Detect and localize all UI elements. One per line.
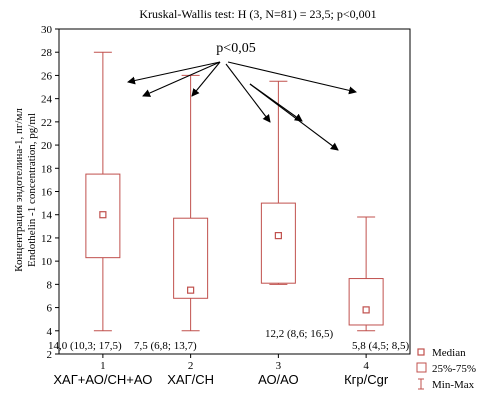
y-tick-label: 2 (47, 349, 53, 361)
category-number: 3 (276, 360, 282, 372)
box-annotation: 14,0 (10,3; 17,5) (48, 340, 122, 352)
chart-title: Kruskal-Wallis test: H (3, N=81) = 23,5;… (139, 7, 376, 21)
box-iqr (260, 202, 296, 284)
y-tick-label: 14 (41, 210, 53, 222)
y-tick-label: 12 (41, 233, 52, 245)
category-name: Кгр/Cgr (344, 372, 389, 387)
significance-arrow (249, 83, 339, 151)
significance-label: p<0,05 (216, 41, 255, 56)
box-group (348, 216, 384, 332)
y-tick-label: 4 (47, 326, 53, 338)
significance-arrows (127, 61, 357, 151)
significance-arrow (127, 61, 221, 85)
y-axis-label-line1: Концентрация эндотелина-1, пг/мл (13, 108, 25, 272)
y-tick-label: 30 (41, 24, 53, 36)
category-name: ХАГ/СН (167, 372, 214, 387)
box-annotations: 14,0 (10,3; 17,5) 7,5 (6,8; 13,7) 12,2 (8,… (48, 328, 409, 352)
y-tick-label: 18 (41, 163, 53, 175)
significance-arrow (191, 61, 221, 97)
y-tick-label: 26 (41, 70, 53, 82)
box-group (260, 80, 296, 285)
box-group (85, 51, 121, 332)
legend-median-marker (417, 348, 425, 356)
legend-entry: Median (432, 347, 466, 359)
category-number: 4 (363, 360, 369, 372)
median-marker (187, 286, 195, 294)
y-tick-label: 20 (41, 140, 53, 152)
category-name: АО/АО (258, 372, 299, 387)
box-annotation: 7,5 (6,8; 13,7) (134, 340, 197, 352)
y-tick-label: 28 (41, 47, 53, 59)
category-number: 1 (100, 360, 106, 372)
y-tick-label: 16 (41, 187, 53, 199)
y-tick-label: 10 (41, 256, 53, 268)
significance-arrow (142, 61, 221, 97)
box-annotation: 12,2 (8,6; 16,5) (265, 328, 333, 340)
legend: Median 25%-75% Min-Max (416, 347, 476, 391)
y-tick-label: 24 (41, 94, 53, 106)
legend-entry: Min-Max (432, 379, 475, 391)
box-group (173, 74, 209, 332)
y-axis-label: Концентрация эндотелина-1, пг/мл Endothe… (13, 108, 38, 272)
y-axis-label-line2: Endothelin -1 concentration, pg/ml (26, 113, 38, 267)
box-iqr (348, 278, 384, 326)
y-tick-label: 6 (47, 303, 53, 315)
legend-box-marker (416, 362, 427, 373)
median-marker (362, 306, 370, 314)
box-iqr (173, 217, 209, 299)
box-iqr (85, 173, 121, 259)
median-marker (274, 232, 282, 240)
legend-entry: 25%-75% (432, 363, 476, 375)
category-number: 2 (188, 360, 194, 372)
y-tick-label: 8 (47, 279, 53, 291)
box-annotation: 5,8 (4,5; 8,5) (352, 340, 409, 352)
boxes (85, 51, 384, 332)
median-marker (99, 211, 107, 219)
category-name: ХАГ+АО/СН+АО (53, 372, 152, 387)
y-tick-label: 22 (41, 117, 52, 129)
significance-arrow (227, 61, 357, 95)
significance-arrow (225, 63, 271, 123)
